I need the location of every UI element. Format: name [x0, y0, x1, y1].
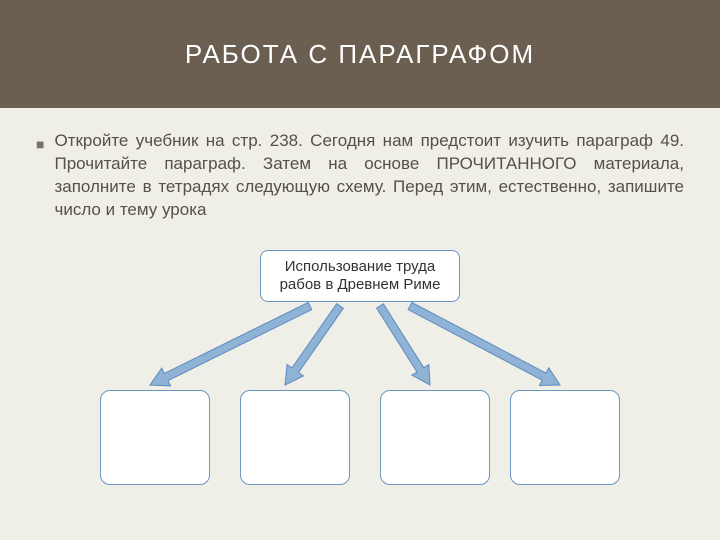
slide: РАБОТА С ПАРАГРАФОМ ■ Откройте учебник н…: [0, 0, 720, 540]
instruction-row: ■ Откройте учебник на стр. 238. Сегодня …: [36, 130, 684, 222]
diagram-child-box: [100, 390, 210, 485]
diagram-child-box: [380, 390, 490, 485]
diagram-root-box: Использование труда рабов в Древнем Риме: [260, 250, 460, 302]
diagram-child-box: [240, 390, 350, 485]
slide-header: РАБОТА С ПАРАГРАФОМ: [0, 0, 720, 108]
diagram-root-label: Использование труда рабов в Древнем Риме: [269, 258, 451, 294]
diagram-child-box: [510, 390, 620, 485]
instruction-text: Откройте учебник на стр. 238. Сегодня на…: [54, 130, 684, 222]
diagram: Использование труда рабов в Древнем Риме: [80, 250, 640, 510]
slide-title: РАБОТА С ПАРАГРАФОМ: [185, 39, 535, 70]
slide-body: ■ Откройте учебник на стр. 238. Сегодня …: [0, 108, 720, 540]
bullet-icon: ■: [36, 130, 44, 222]
diagram-container: Использование труда рабов в Древнем Риме: [36, 250, 684, 510]
